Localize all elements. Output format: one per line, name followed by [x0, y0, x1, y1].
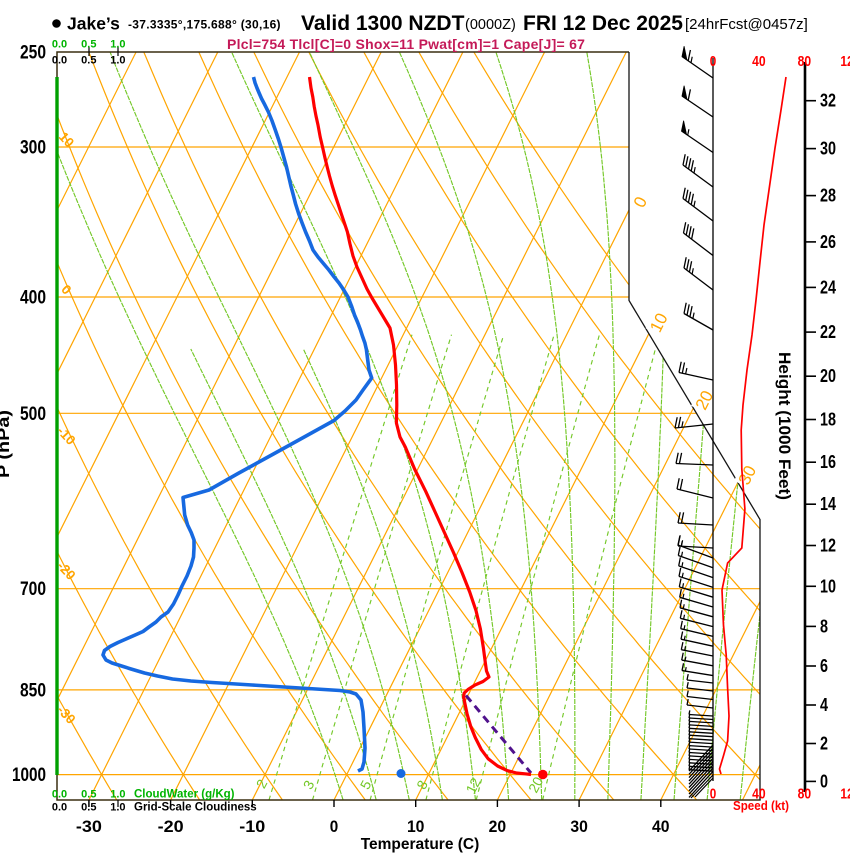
svg-text:0: 0 [820, 771, 828, 791]
svg-text:0: 0 [330, 817, 339, 836]
svg-text:40: 40 [752, 53, 766, 70]
svg-text:-10: -10 [239, 817, 265, 836]
svg-text:8: 8 [820, 616, 828, 636]
svg-text:120: 120 [840, 786, 850, 803]
svg-text:-37.3335°,175.688° (30,16): -37.3335°,175.688° (30,16) [128, 18, 281, 32]
svg-text:20: 20 [820, 366, 836, 386]
svg-text:0.0: 0.0 [52, 39, 67, 51]
svg-text:250: 250 [20, 43, 46, 64]
svg-text:Valid 1300 NZDT: Valid 1300 NZDT [301, 12, 465, 35]
svg-text:Jake’s: Jake’s [67, 14, 120, 34]
svg-text:1.0: 1.0 [110, 39, 125, 51]
svg-text:(0000Z): (0000Z) [465, 17, 516, 33]
svg-text:0.0: 0.0 [52, 802, 67, 814]
svg-text:0.0: 0.0 [52, 789, 67, 801]
svg-text:Height (1000 Feet): Height (1000 Feet) [775, 352, 794, 500]
svg-text:Plcl=754 Tlcl[C]=0 Shox=11 Pwa: Plcl=754 Tlcl[C]=0 Shox=11 Pwat[cm]=1 Ca… [227, 36, 585, 52]
svg-text:0.5: 0.5 [81, 802, 96, 814]
svg-text:500: 500 [20, 404, 46, 425]
svg-text:22: 22 [820, 322, 836, 342]
svg-text:32: 32 [820, 91, 836, 111]
svg-text:10: 10 [820, 576, 836, 596]
svg-text:20: 20 [489, 817, 507, 836]
svg-text:0.5: 0.5 [81, 55, 96, 67]
svg-text:[24hrFcst@0457z]: [24hrFcst@0457z] [685, 16, 808, 33]
svg-text:700: 700 [20, 579, 46, 600]
svg-text:1.0: 1.0 [110, 55, 125, 67]
svg-text:0.5: 0.5 [81, 39, 96, 51]
svg-text:30: 30 [570, 817, 588, 836]
svg-text:80: 80 [798, 786, 812, 803]
svg-text:16: 16 [820, 452, 836, 472]
svg-text:6: 6 [820, 656, 828, 676]
svg-text:14: 14 [820, 494, 836, 514]
svg-text:24: 24 [820, 277, 836, 297]
svg-text:FRI 12 Dec 2025: FRI 12 Dec 2025 [523, 12, 683, 35]
svg-text:Grid-Scale Cloudiness: Grid-Scale Cloudiness [134, 802, 257, 814]
svg-text:28: 28 [820, 186, 836, 206]
svg-text:P (hPa): P (hPa) [0, 410, 13, 478]
svg-text:12: 12 [462, 775, 484, 796]
svg-text:0.5: 0.5 [81, 789, 96, 801]
svg-text:0: 0 [710, 53, 717, 70]
svg-text:4: 4 [820, 695, 828, 715]
svg-text:12: 12 [820, 536, 836, 556]
svg-text:300: 300 [20, 138, 46, 159]
svg-text:26: 26 [820, 232, 836, 252]
svg-text:20: 20 [525, 774, 547, 795]
svg-text:400: 400 [20, 288, 46, 309]
svg-text:120: 120 [840, 53, 850, 70]
svg-text:0: 0 [710, 786, 717, 803]
svg-text:18: 18 [820, 410, 836, 430]
svg-text:10: 10 [56, 129, 77, 150]
svg-text:30: 30 [820, 139, 836, 159]
svg-text:850: 850 [20, 680, 46, 701]
svg-text:CloudWater (g/Kg): CloudWater (g/Kg) [134, 789, 235, 801]
svg-text:40: 40 [752, 786, 766, 803]
svg-text:1.0: 1.0 [110, 802, 125, 814]
svg-text:1000: 1000 [12, 765, 46, 786]
svg-text:40: 40 [652, 817, 670, 836]
svg-text:-20: -20 [158, 817, 184, 836]
svg-text:2: 2 [820, 734, 828, 754]
svg-text:80: 80 [798, 53, 812, 70]
svg-text:-30: -30 [76, 817, 102, 836]
svg-text:10: 10 [407, 817, 425, 836]
svg-text:Speed (kt): Speed (kt) [733, 798, 789, 813]
svg-text:Temperature (C): Temperature (C) [361, 836, 480, 853]
svg-text:0.0: 0.0 [52, 55, 67, 67]
svg-text:1.0: 1.0 [110, 789, 125, 801]
